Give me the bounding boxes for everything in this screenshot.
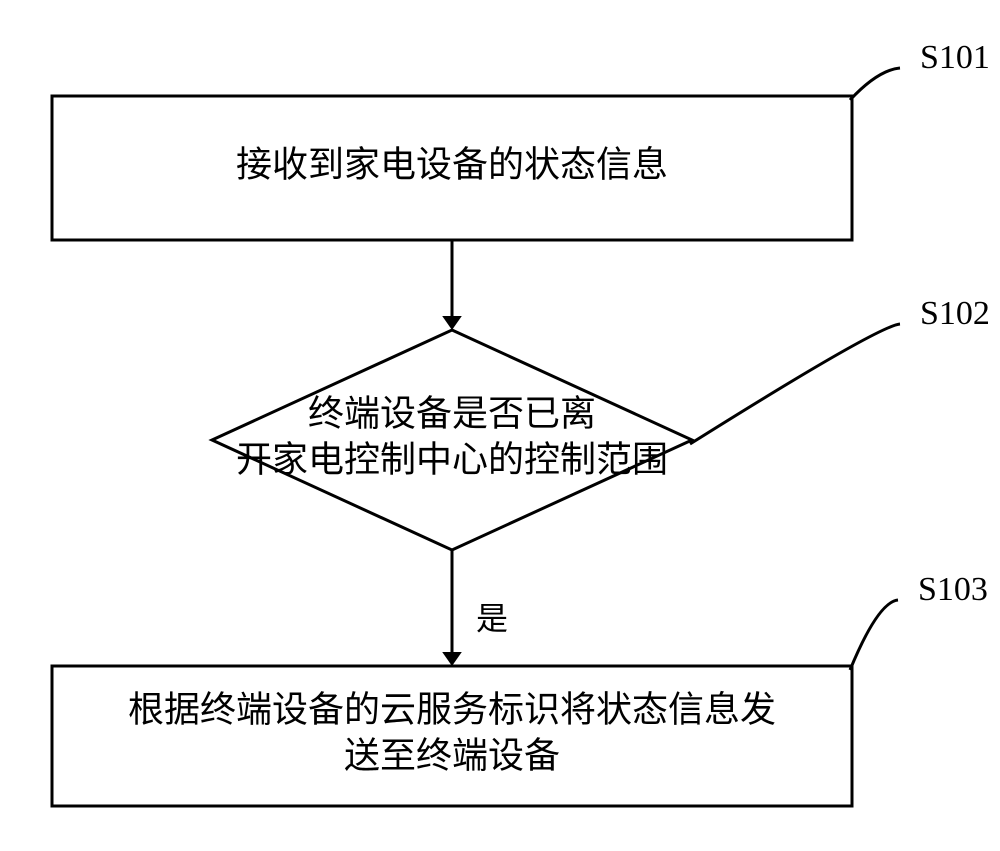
svg-text:开家电控制中心的控制范围: 开家电控制中心的控制范围 — [236, 439, 668, 479]
svg-text:接收到家电设备的状态信息: 接收到家电设备的状态信息 — [236, 144, 668, 184]
label-s101: S101 — [920, 39, 990, 76]
svg-text:送至终端设备: 送至终端设备 — [344, 735, 560, 775]
svg-text:根据终端设备的云服务标识将状态信息发: 根据终端设备的云服务标识将状态信息发 — [128, 689, 776, 729]
leader-s102 — [690, 324, 900, 444]
svg-text:终端设备是否已离: 终端设备是否已离 — [308, 393, 596, 433]
decision-s102-text: 终端设备是否已离开家电控制中心的控制范围 — [236, 393, 668, 479]
leader-s103 — [850, 600, 898, 670]
label-s102: S102 — [920, 295, 990, 332]
edge-s102-s103-label: 是 — [476, 600, 508, 636]
leader-s101 — [850, 68, 900, 100]
step-s103-text: 根据终端设备的云服务标识将状态信息发送至终端设备 — [128, 689, 776, 775]
label-s103: S103 — [918, 571, 988, 608]
step-s101-text: 接收到家电设备的状态信息 — [236, 144, 668, 184]
